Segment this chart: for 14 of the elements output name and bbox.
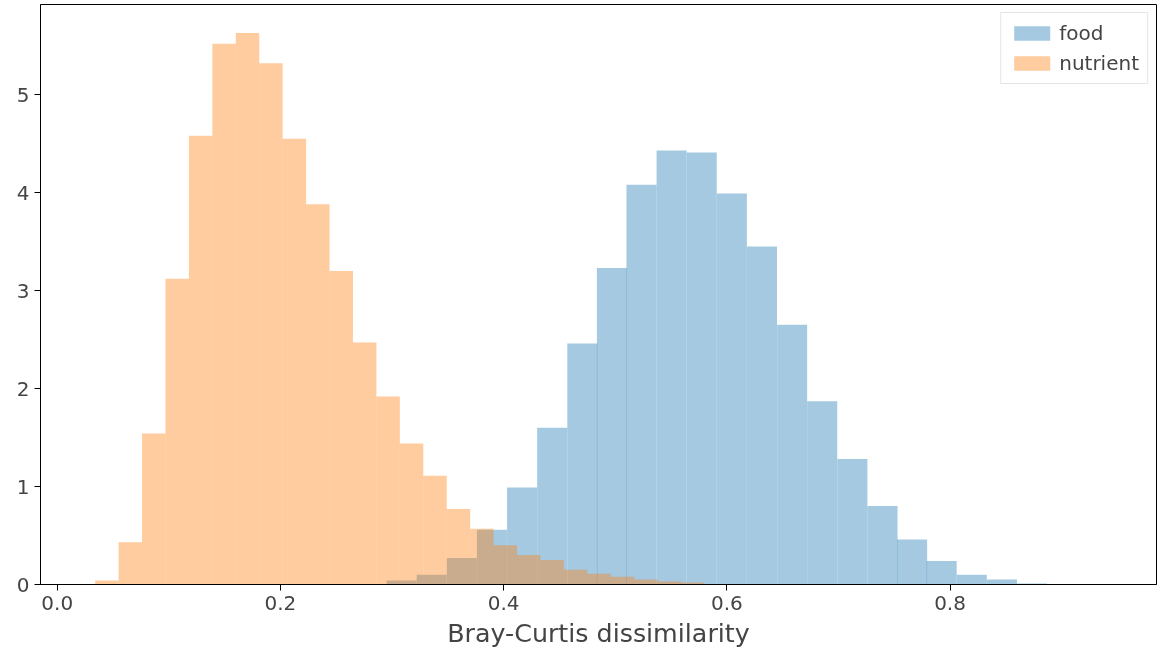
y-tick-label: 4 bbox=[16, 180, 30, 205]
x-tick-label: 0.6 bbox=[710, 590, 743, 615]
y-tick-label: 2 bbox=[16, 376, 30, 401]
x-tick-label: 0.8 bbox=[934, 590, 966, 615]
x-tick-label: 0.4 bbox=[487, 590, 520, 615]
x-tick-label: 0.2 bbox=[264, 590, 297, 615]
legend-label: food bbox=[1059, 21, 1104, 45]
y-tick-label: 1 bbox=[16, 474, 30, 499]
y-tick-label: 0 bbox=[16, 572, 30, 597]
y-tick-label: 3 bbox=[16, 278, 30, 303]
x-axis-title: Bray-Curtis dissimilarity bbox=[447, 617, 750, 648]
legend-label: nutrient bbox=[1059, 51, 1139, 75]
x-tick-label: 0.0 bbox=[41, 590, 74, 615]
y-tick-label: 5 bbox=[16, 82, 30, 107]
